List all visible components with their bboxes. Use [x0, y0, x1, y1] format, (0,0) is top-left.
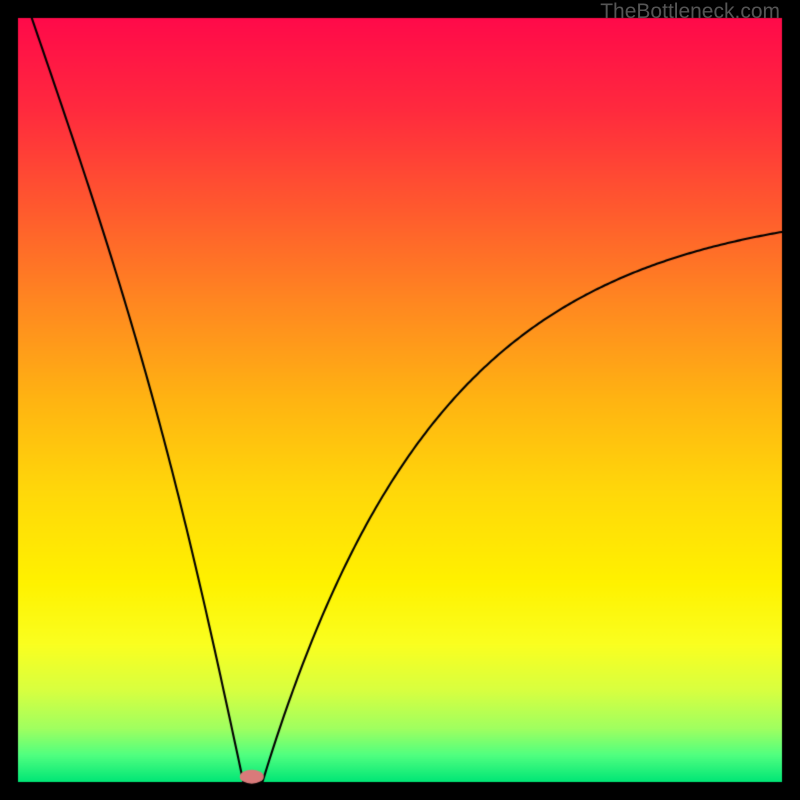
chart-container: TheBottleneck.com: [0, 0, 800, 800]
watermark-text: TheBottleneck.com: [600, 0, 780, 24]
gradient-chart-canvas: [0, 0, 800, 800]
